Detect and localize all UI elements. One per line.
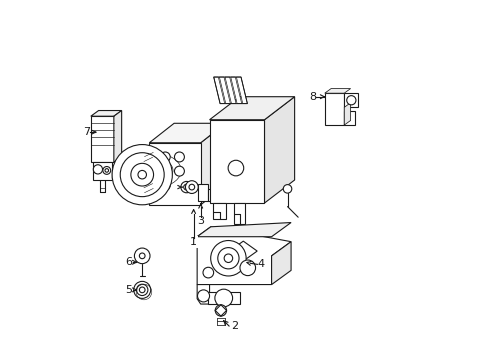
Circle shape [224,254,233,262]
Circle shape [174,152,184,162]
Circle shape [218,248,239,269]
Polygon shape [325,89,351,93]
Circle shape [134,282,151,298]
Polygon shape [265,97,294,203]
Polygon shape [210,97,294,120]
Polygon shape [91,111,122,116]
Circle shape [105,168,109,172]
Polygon shape [325,93,344,125]
Text: 5: 5 [125,285,133,295]
Text: 6: 6 [125,257,133,267]
Polygon shape [344,111,355,125]
Circle shape [185,181,198,193]
Polygon shape [149,123,225,143]
Polygon shape [208,189,219,201]
Polygon shape [344,93,358,107]
Polygon shape [208,292,240,304]
Polygon shape [234,203,245,224]
Circle shape [112,145,172,205]
Text: 1: 1 [190,237,197,247]
Polygon shape [210,120,265,203]
Polygon shape [236,77,247,104]
Circle shape [189,184,195,190]
Circle shape [160,180,170,190]
Circle shape [228,160,244,176]
Circle shape [240,260,256,276]
Text: 4: 4 [257,259,265,269]
Circle shape [139,253,145,259]
Circle shape [347,96,356,105]
Circle shape [138,170,147,179]
Circle shape [160,166,170,176]
Polygon shape [197,222,291,237]
Polygon shape [213,203,225,219]
Polygon shape [201,123,225,205]
Circle shape [131,163,153,186]
Circle shape [103,167,111,174]
Circle shape [120,153,164,197]
Circle shape [203,267,214,278]
Circle shape [174,166,184,176]
Circle shape [139,287,145,293]
Circle shape [184,184,189,190]
Circle shape [181,181,192,193]
Polygon shape [231,77,242,104]
Circle shape [160,152,170,162]
Text: 3: 3 [197,216,204,226]
Polygon shape [93,162,112,180]
Polygon shape [91,116,114,162]
Circle shape [134,248,150,264]
Text: 8: 8 [309,92,316,102]
Polygon shape [197,227,291,284]
Text: 2: 2 [231,321,238,331]
Polygon shape [197,284,210,304]
Circle shape [283,185,292,193]
Circle shape [137,284,148,296]
Polygon shape [271,242,291,284]
Polygon shape [225,77,236,104]
Circle shape [215,289,233,307]
Polygon shape [198,184,208,201]
Polygon shape [149,143,201,205]
Circle shape [215,305,226,316]
Polygon shape [220,77,230,104]
Circle shape [93,165,102,174]
Circle shape [211,240,246,276]
Text: 7: 7 [83,127,90,137]
Polygon shape [114,111,122,162]
Circle shape [197,290,210,302]
Polygon shape [344,103,351,125]
Polygon shape [214,77,225,104]
Polygon shape [229,241,257,261]
